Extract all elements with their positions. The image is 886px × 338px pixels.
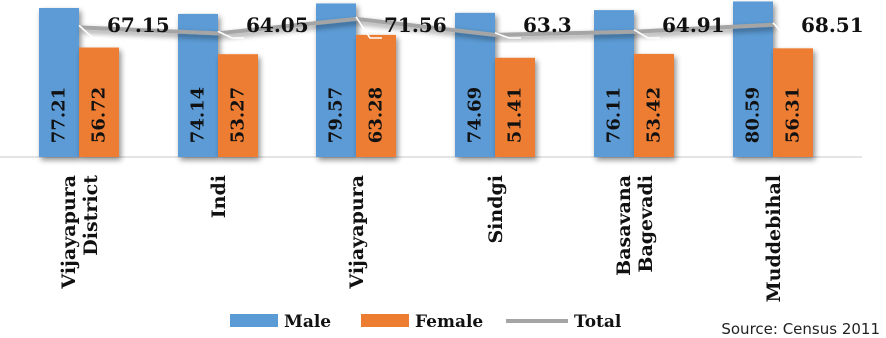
male-bar <box>178 13 218 157</box>
male-value-label: 77.21 <box>49 87 70 143</box>
male-value-label: 79.57 <box>326 87 347 143</box>
category-label-line: Basavana <box>613 175 635 276</box>
total-line <box>78 16 774 37</box>
female-bar <box>356 34 396 157</box>
total-value-label: 63.3 <box>523 13 572 37</box>
female-bar <box>218 54 258 157</box>
total-leader-line <box>494 32 521 39</box>
female-value-label: 63.28 <box>366 87 387 143</box>
female-value-label: 53.27 <box>228 87 249 143</box>
total-value-label: 64.05 <box>246 13 309 37</box>
category-label: Vijayapura District <box>58 175 102 290</box>
category-label-line: District <box>80 175 102 256</box>
legend-male-label: Male <box>284 312 331 332</box>
total-leader-line <box>217 30 244 39</box>
total-value-label: 67.15 <box>107 13 170 37</box>
total-value-label: 71.56 <box>384 13 447 37</box>
bars-layer <box>0 1 862 158</box>
male-bar <box>455 12 495 158</box>
source-note: Source: Census 2011 <box>721 320 880 338</box>
total-leader-line <box>633 29 660 39</box>
total-leader-line <box>772 22 799 39</box>
total-leader-line <box>355 16 382 39</box>
category-label: Basavana Bagevadi <box>613 175 657 276</box>
female-value-label: 56.31 <box>783 87 804 143</box>
legend: Male Female Total <box>230 312 622 332</box>
category-label: Vijayapura <box>346 175 368 290</box>
total-value-label: 64.91 <box>662 13 725 37</box>
legend-female: Female <box>361 312 483 332</box>
legend-male-swatch <box>230 314 278 327</box>
male-bar <box>316 3 356 157</box>
male-value-label: 74.69 <box>465 87 486 143</box>
category-label: Sindgi <box>485 175 507 244</box>
category-label-line: Sindgi <box>485 175 507 244</box>
category-label-line: Vijayapura <box>58 175 80 290</box>
category-label-line: Bagevadi <box>635 175 657 273</box>
total-value-label: 68.51 <box>801 13 864 37</box>
male-value-label: 76.11 <box>604 87 625 143</box>
legend-total: Total <box>506 312 622 332</box>
female-value-label: 53.42 <box>644 87 665 143</box>
legend-female-swatch <box>361 314 409 327</box>
legend-male: Male <box>230 312 331 332</box>
legend-female-label: Female <box>415 312 483 332</box>
category-label-line: Vijayapura <box>346 175 368 290</box>
female-bar <box>79 47 119 158</box>
female-bar <box>773 48 813 157</box>
male-value-label: 80.59 <box>743 87 764 143</box>
category-label: Indi <box>208 175 230 218</box>
male-bar <box>594 10 634 158</box>
legend-total-label: Total <box>574 312 622 332</box>
category-label-line: Indi <box>208 175 230 218</box>
female-bar <box>495 57 535 157</box>
female-value-label: 51.41 <box>505 87 526 143</box>
total-leader-line <box>78 24 105 39</box>
total-line-layer <box>78 16 774 37</box>
male-value-label: 74.14 <box>188 87 209 143</box>
female-bar <box>634 53 674 157</box>
category-label: Muddebihal <box>763 175 785 302</box>
male-bar <box>39 7 79 158</box>
category-label-line: Muddebihal <box>763 175 785 302</box>
female-value-label: 56.72 <box>89 87 110 143</box>
